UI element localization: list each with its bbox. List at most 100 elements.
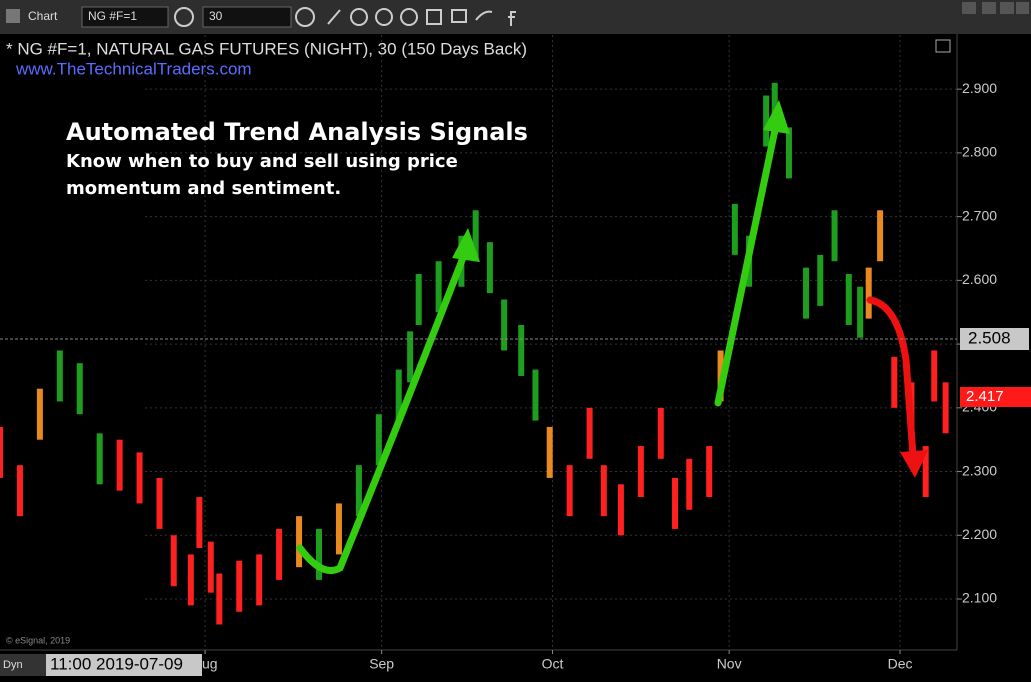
price-bar [316, 528, 322, 580]
price-bar [187, 554, 194, 606]
price-bar [931, 350, 938, 402]
price-bar [763, 95, 770, 147]
app-label: Chart [28, 9, 58, 23]
price-bar [706, 446, 713, 498]
price-bar [731, 203, 738, 255]
overlay: 2.508 2.417 [0, 327, 1031, 407]
x-tick-label: Sep [369, 656, 394, 672]
symbol-text: NG #F=1 [88, 9, 137, 23]
x-tick-label: Nov [717, 656, 742, 672]
help-button[interactable] [962, 2, 976, 14]
y-tick-label: 2.700 [962, 207, 997, 223]
crosshair-price: 2.508 [968, 328, 1011, 347]
price-bar [831, 210, 838, 262]
watermark: © eSignal, 2019 [6, 635, 70, 645]
last-price: 2.417 [966, 388, 1004, 405]
price-bar [395, 369, 402, 421]
twitter-button[interactable] [475, 10, 493, 21]
interval-input[interactable] [202, 6, 292, 28]
price-bar [817, 254, 824, 306]
comment-tool[interactable] [451, 9, 467, 23]
mode-label: Dyn [3, 659, 23, 671]
chart-icon [6, 9, 20, 23]
price-bar [96, 433, 103, 485]
price-bar [472, 210, 479, 262]
price-bar [532, 369, 539, 421]
facebook-button[interactable] [508, 11, 516, 26]
price-bar [216, 573, 223, 625]
price-bar [0, 426, 3, 478]
price-bar [236, 560, 243, 612]
price-bar [407, 331, 414, 383]
price-bar [76, 363, 83, 415]
chart-title: * NG #F=1, NATURAL GAS FUTURES (NIGHT), … [6, 39, 527, 58]
target-tool[interactable] [375, 8, 393, 26]
price-bar [375, 414, 382, 466]
caption: Know when to buy and sell using price [66, 151, 458, 172]
price-bar [56, 350, 63, 402]
wave-tool[interactable] [350, 8, 368, 26]
x-tick-label: Oct [542, 656, 564, 672]
down-arrow [866, 296, 917, 459]
mode-box[interactable] [0, 654, 46, 676]
eraser-tool[interactable] [426, 9, 442, 25]
price-bar [296, 516, 303, 568]
price-bar [156, 477, 163, 529]
price-bar [877, 210, 884, 262]
price-bar [116, 439, 123, 491]
price-bar [355, 465, 362, 517]
price-bar [501, 299, 508, 351]
up-arrow [296, 246, 470, 574]
arrow-head [763, 100, 790, 134]
price-bar [657, 407, 664, 459]
y-tick-label: 2.800 [962, 144, 997, 160]
price-bar [518, 324, 525, 376]
arrow-head [452, 228, 480, 262]
price-bar [672, 477, 679, 529]
price-bar [922, 446, 929, 498]
crosshair-price-box [960, 327, 1029, 350]
y-tick-label: 2.900 [962, 80, 997, 96]
x-tick-label: Dec [888, 656, 913, 672]
close-button[interactable] [1016, 2, 1029, 14]
restore-pane-button[interactable] [935, 39, 951, 53]
website: www.TheTechnicalTraders.com [15, 59, 252, 78]
maximize-button[interactable] [1000, 2, 1014, 14]
pen-tool[interactable] [327, 9, 341, 25]
price-bar [207, 541, 214, 593]
symbol-input[interactable] [81, 6, 169, 28]
price-bar [335, 503, 342, 555]
price-bar [785, 127, 792, 179]
price-bar [600, 465, 607, 517]
price-bar [486, 242, 493, 294]
clock-button[interactable] [295, 7, 315, 27]
up-arrow [714, 121, 780, 407]
price-bar [686, 458, 693, 510]
y-tick-label: 2.100 [962, 590, 997, 606]
arrow-head [900, 450, 928, 478]
price-bar [865, 267, 872, 319]
price-bar [36, 388, 43, 440]
price-bar [803, 267, 810, 319]
text-tool[interactable] [400, 8, 418, 26]
toolbar [0, 0, 1031, 34]
price-bar [546, 426, 553, 478]
minimize-button[interactable] [982, 2, 996, 14]
price-bar [196, 497, 203, 549]
price-bar [16, 465, 23, 517]
headline: Automated Trend Analysis Signals [66, 118, 528, 146]
price-bar [845, 273, 852, 325]
price-bar [256, 554, 263, 606]
y-tick-label: 2.200 [962, 526, 997, 542]
price-bar [586, 407, 593, 459]
price-bar [170, 535, 177, 587]
price-bar [276, 528, 283, 580]
refresh-button[interactable] [174, 7, 194, 27]
price-bar [617, 484, 624, 536]
interval-text: 30 [209, 9, 223, 23]
y-tick-label: 2.600 [962, 271, 997, 287]
trend-arrows [296, 100, 928, 574]
price-bar [891, 356, 898, 408]
